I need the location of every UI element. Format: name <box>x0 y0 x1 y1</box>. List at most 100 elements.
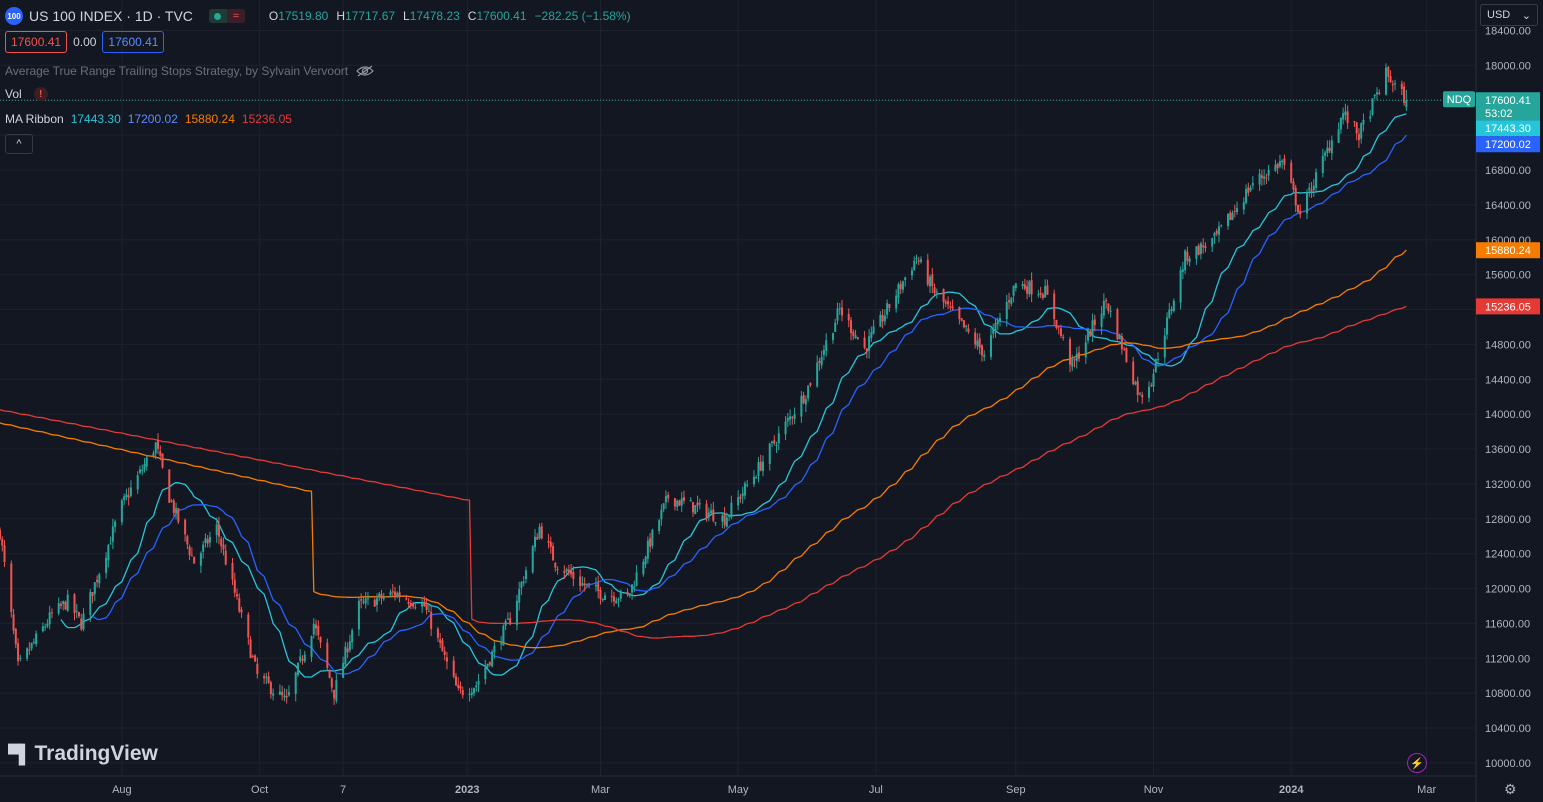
candle-body <box>1321 155 1324 174</box>
candle-body <box>743 483 746 496</box>
candle-body <box>834 322 837 332</box>
candle-body <box>931 274 934 287</box>
ma-ribbon-legend[interactable]: MA Ribbon 17443.30 17200.02 15880.24 152… <box>5 112 292 126</box>
candle-body <box>1071 359 1074 367</box>
candle-body <box>233 579 236 593</box>
candle-body <box>1068 338 1072 365</box>
candle-body <box>777 433 780 444</box>
tv-logo-icon: ▀▌ <box>8 743 31 764</box>
candle-body <box>373 599 376 607</box>
warning-icon[interactable]: ! <box>33 87 48 101</box>
candle-body <box>1202 245 1205 248</box>
symbol-title[interactable]: US 100 INDEX · 1D · TVC <box>29 8 193 24</box>
candle-body <box>1249 187 1252 191</box>
candle-body <box>382 596 385 599</box>
strategy-legend[interactable]: Average True Range Trailing Stops Strate… <box>5 64 374 78</box>
eye-hidden-icon[interactable] <box>356 65 374 77</box>
candle-body <box>816 362 819 387</box>
candle-body <box>129 487 132 496</box>
candle-body <box>771 441 774 444</box>
candle-body <box>721 515 724 522</box>
candle-body <box>1385 67 1388 95</box>
wave-icon: ≈ <box>226 9 245 23</box>
candle-body <box>944 301 947 304</box>
vol-legend[interactable]: Vol ! <box>5 87 48 101</box>
y-tick-label: 11600.00 <box>1485 618 1530 630</box>
candle-body <box>725 517 728 527</box>
candle-body <box>678 500 681 506</box>
candle-body <box>315 624 318 629</box>
candle-body <box>459 685 462 689</box>
candle-body <box>41 626 44 632</box>
candle-body <box>231 562 234 580</box>
collapse-legend-button[interactable]: ^ <box>5 134 33 154</box>
sell-button[interactable]: 17600.41 <box>5 31 68 53</box>
candle-body <box>746 484 749 486</box>
candle-body <box>202 544 205 552</box>
candle-body <box>1014 283 1017 288</box>
candle-body <box>1188 258 1191 263</box>
candle-body <box>380 594 383 599</box>
candle-body <box>57 602 60 614</box>
candle-body <box>409 603 412 606</box>
candle-body <box>375 598 378 606</box>
candle-body <box>1062 337 1065 339</box>
candle-body <box>807 385 810 399</box>
candle-body <box>676 500 679 507</box>
candle-body <box>872 326 875 334</box>
candle-body <box>1296 205 1300 213</box>
candle-body <box>658 520 661 532</box>
candle-body <box>220 538 223 546</box>
candle-body <box>757 462 760 476</box>
ma-line-1 <box>60 113 1407 678</box>
candle-body <box>1041 294 1044 298</box>
candle-body <box>935 291 938 293</box>
candle-body <box>680 498 683 506</box>
candle-body <box>364 598 367 604</box>
vol-label: Vol <box>5 87 22 101</box>
candle-body <box>1371 98 1374 115</box>
candle-body <box>1292 181 1295 190</box>
candle-body <box>445 657 448 662</box>
candle-body <box>486 663 489 667</box>
symbol-logo[interactable]: 100 <box>5 7 23 25</box>
candle-body <box>186 536 189 545</box>
candle-body <box>1089 330 1092 337</box>
candle-body <box>1278 161 1281 167</box>
candle-body <box>398 592 401 598</box>
price-label: 17200.02 <box>1485 139 1531 151</box>
candle-body <box>565 568 568 572</box>
candle-body <box>215 524 218 536</box>
market-status[interactable]: ≈ <box>208 9 245 23</box>
candle-body <box>111 526 114 542</box>
gear-icon[interactable]: ⚙ <box>1504 781 1517 797</box>
candle-body <box>694 504 697 514</box>
candle-body <box>1134 382 1137 385</box>
y-tick-label: 12400.00 <box>1485 549 1531 561</box>
candle-body <box>123 496 126 501</box>
candle-body <box>30 642 33 649</box>
candle-body <box>1109 310 1112 313</box>
y-tick-label: 10400.00 <box>1485 723 1531 735</box>
candle-body <box>152 452 155 457</box>
candle-body <box>1339 117 1342 130</box>
candle-body <box>929 276 932 287</box>
candle-body <box>552 546 555 561</box>
candle-body <box>951 306 954 309</box>
candle-body <box>1181 269 1184 272</box>
x-tick-label: Mar <box>1417 784 1436 796</box>
candle-body <box>470 692 473 696</box>
price-label-box <box>1476 92 1540 121</box>
candle-body <box>1394 83 1397 85</box>
buy-button[interactable]: 17600.41 <box>102 31 165 53</box>
tradingview-logo[interactable]: ▀▌ TradingView <box>8 742 158 766</box>
candle-body <box>710 510 713 514</box>
currency-selector[interactable]: USD ⌄ <box>1480 4 1538 26</box>
candle-body <box>962 320 965 328</box>
candle-body <box>44 626 47 628</box>
candle-body <box>1405 100 1408 108</box>
x-tick-label: Jul <box>869 784 883 796</box>
lightning-icon[interactable]: ⚡ <box>1407 753 1427 773</box>
candle-body <box>917 260 920 262</box>
